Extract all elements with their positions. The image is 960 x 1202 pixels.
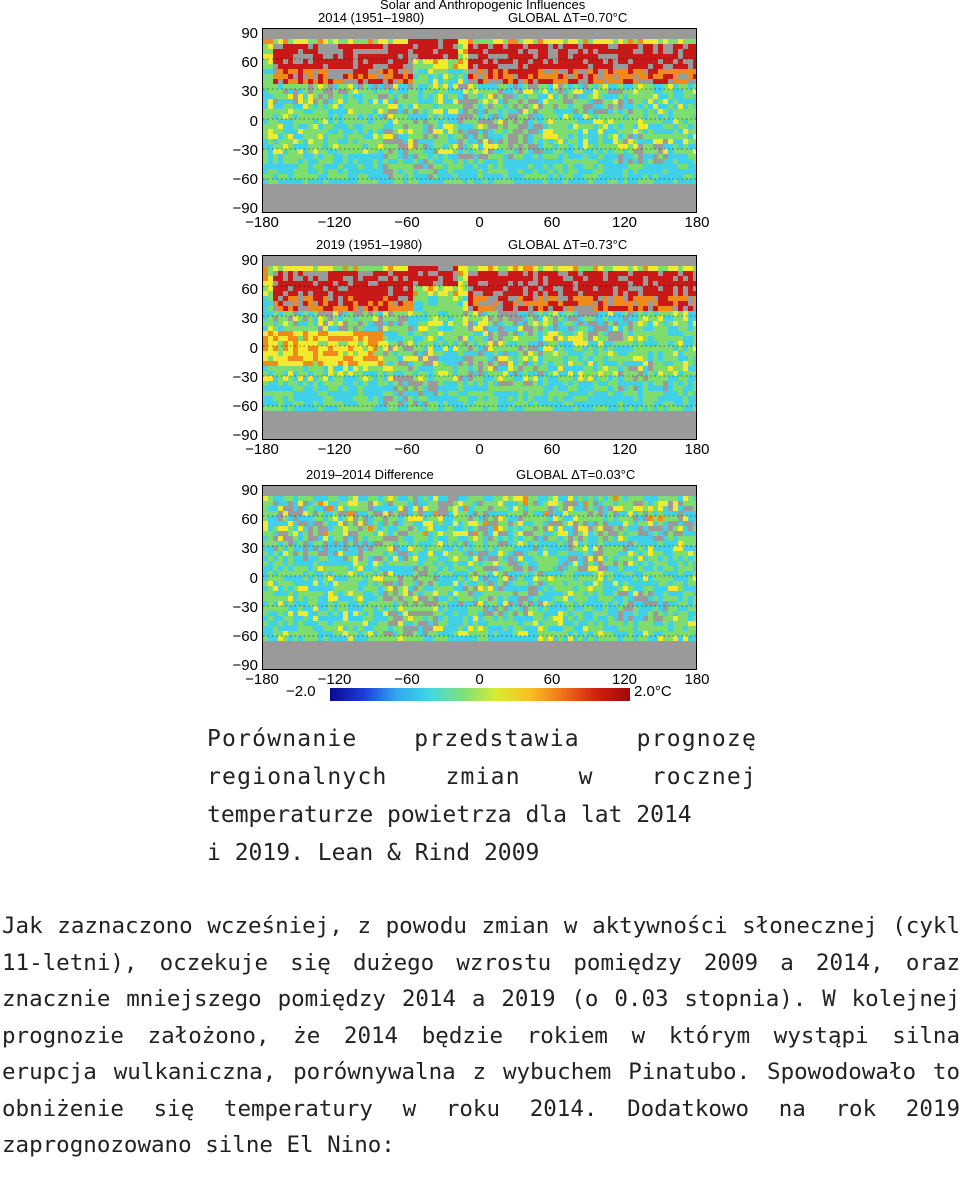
y-tick-label: 90: [241, 25, 258, 42]
x-tick-label: −60: [394, 671, 420, 688]
y-tick-label: 90: [241, 482, 258, 499]
x-tick-label: 180: [684, 214, 710, 231]
caption-line-3: i 2019. Lean & Rind 2009: [207, 840, 540, 866]
panel-2-global: GLOBAL ΔT=0.73°C: [508, 237, 628, 252]
y-tick-label: −60: [232, 170, 258, 188]
temperature-map-figure: Solar and Anthropogenic Influences 2014 …: [218, 0, 718, 705]
x-tick-label: −120: [317, 671, 352, 688]
caption-line-2: temperaturze powietrza dla lat 2014: [207, 802, 692, 828]
x-tick-label: 0: [475, 441, 484, 458]
x-tick-label: −120: [317, 441, 352, 458]
figure-title: Solar and Anthropogenic Influences: [380, 0, 586, 12]
y-tick-label: 30: [241, 83, 258, 101]
y-tick-label: −90: [232, 200, 258, 217]
y-tick-label: −30: [232, 368, 258, 386]
panel-2-map: [262, 255, 697, 440]
y-tick-label: 0: [249, 569, 258, 587]
x-tick-label: 120: [611, 214, 638, 231]
panel-2-label: 2019 (1951–1980): [316, 237, 423, 252]
y-tick-label: 0: [249, 339, 258, 357]
anomaly-grid: [263, 29, 696, 212]
y-tick-label: −30: [232, 141, 258, 159]
x-tick-label: −60: [394, 441, 420, 458]
y-tick-label: 60: [241, 281, 258, 299]
y-tick-label: 0: [249, 112, 258, 130]
anomaly-grid: [263, 256, 696, 439]
panel-3-map: [262, 485, 697, 670]
body-paragraph: Jak zaznaczono wcześniej, z powodu zmian…: [2, 908, 960, 1164]
panel-1-label: 2014 (1951–1980): [318, 10, 425, 25]
y-tick-label: 60: [241, 511, 258, 529]
x-tick-label: −180: [245, 441, 279, 458]
x-tick-label: 0: [475, 671, 484, 688]
x-tick-label: 120: [611, 671, 638, 688]
y-tick-label: 60: [241, 54, 258, 72]
panel-3-global: GLOBAL ΔT=0.03°C: [516, 467, 636, 482]
y-tick-label: −90: [232, 657, 258, 674]
y-tick-label: 30: [241, 540, 258, 558]
caption-line-1: Porównanie przedstawia prognozę regional…: [207, 726, 757, 790]
y-tick-label: 30: [241, 310, 258, 328]
y-tick-label: −60: [232, 397, 258, 415]
anomaly-grid: [263, 486, 696, 669]
panel-1-global: GLOBAL ΔT=0.70°C: [508, 10, 628, 25]
colorbar-max-label: 2.0°C: [634, 683, 672, 700]
y-tick-label: −30: [232, 598, 258, 616]
colorbar: [330, 688, 630, 701]
x-tick-label: 180: [684, 671, 710, 688]
y-tick-label: −90: [232, 427, 258, 444]
x-tick-label: 180: [684, 441, 710, 458]
x-tick-label: 60: [543, 671, 561, 688]
panel-3-label: 2019–2014 Difference: [306, 467, 434, 482]
x-tick-label: 60: [543, 214, 561, 231]
x-tick-label: 120: [611, 441, 638, 458]
x-tick-label: −120: [317, 214, 352, 231]
y-tick-label: 90: [241, 252, 258, 269]
figure-caption: Porównanie przedstawia prognozę regional…: [207, 720, 757, 872]
x-tick-label: 0: [475, 214, 484, 231]
x-tick-label: −180: [245, 671, 279, 688]
x-tick-label: −60: [394, 214, 420, 231]
colorbar-min-label: −2.0: [286, 683, 316, 700]
body-paragraph-text: Jak zaznaczono wcześniej, z powodu zmian…: [2, 913, 960, 1158]
x-tick-label: 60: [543, 441, 561, 458]
x-tick-label: −180: [245, 214, 279, 231]
panel-1-map: [262, 28, 697, 213]
y-tick-label: −60: [232, 627, 258, 645]
